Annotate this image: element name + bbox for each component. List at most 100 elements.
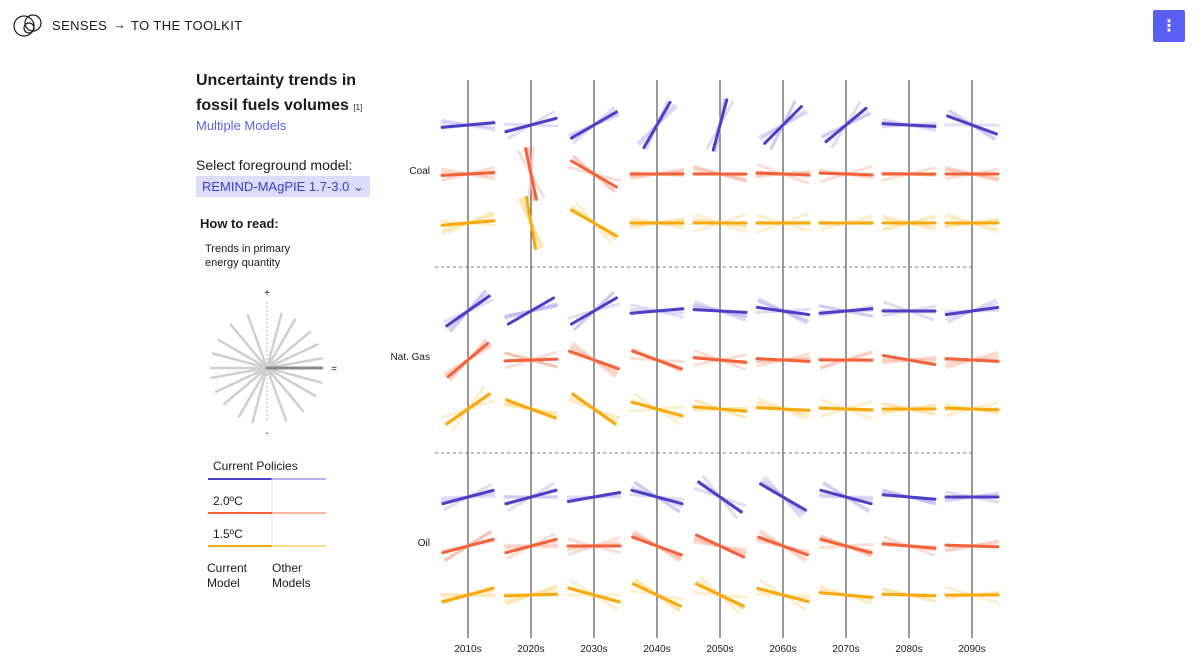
column-label: 2020s (517, 644, 545, 655)
column-label: 2050s (706, 644, 734, 655)
current-model-trend-line[interactable] (631, 535, 683, 557)
current-model-trend-line[interactable] (569, 159, 619, 189)
column-label: 2080s (895, 644, 923, 655)
current-model-trend-line[interactable] (566, 490, 622, 504)
toolkit-link[interactable]: TO THE TOOLKIT (131, 18, 243, 33)
current-model-trend-line[interactable] (881, 493, 937, 501)
current-model-trend-line[interactable] (944, 357, 1000, 363)
current-model-trend-line[interactable] (818, 307, 874, 315)
current-model-trend-line[interactable] (819, 537, 873, 555)
how-to-read-diagram: + - = (208, 288, 337, 547)
kebab-menu-button[interactable]: ⋮ (1153, 10, 1185, 42)
legend-one-five-deg-label: 1.5ºC (213, 527, 243, 541)
current-model-trend-line[interactable] (697, 480, 743, 514)
arrow-right-icon: → (113, 17, 126, 32)
current-model-trend-line[interactable] (755, 357, 811, 363)
current-model-trend-line[interactable] (567, 586, 621, 604)
current-model-trend-line[interactable] (755, 171, 811, 177)
current-model-trend-line[interactable] (446, 341, 490, 379)
current-model-trend-line[interactable] (755, 305, 811, 317)
current-model-trend-line[interactable] (881, 592, 937, 598)
current-model-trend-line[interactable] (569, 296, 619, 326)
current-model-trend-line[interactable] (944, 543, 1000, 549)
current-model-trend-line[interactable] (818, 591, 874, 599)
current-model-trend-line[interactable] (711, 98, 729, 152)
current-model-trend-line[interactable] (631, 349, 683, 371)
current-model-trend-line[interactable] (944, 406, 1000, 412)
current-model-trend-line[interactable] (757, 535, 809, 557)
trend-explanation-label: Trends in primary energy quantity (205, 243, 291, 269)
current-model-trend-line[interactable] (944, 305, 1000, 317)
current-model-trend-line[interactable] (692, 405, 748, 413)
current-model-trend-line[interactable] (440, 171, 496, 177)
equal-sign: = (331, 364, 337, 375)
legend-current-model-label: Current Model (207, 561, 248, 590)
row-label: Oil (417, 538, 430, 549)
plus-sign: + (264, 288, 270, 299)
brand-link[interactable]: SENSES (52, 18, 108, 33)
current-model-trend-line[interactable] (440, 121, 496, 129)
current-model-trend-line[interactable] (946, 114, 998, 136)
current-model-trend-line[interactable] (819, 488, 873, 506)
current-model-trend-line[interactable] (881, 353, 937, 367)
current-model-trend-line[interactable] (629, 307, 685, 315)
footnote-link[interactable]: [1] (353, 103, 363, 112)
current-model-trend-line[interactable] (631, 582, 683, 608)
current-model-trend-line[interactable] (504, 537, 558, 555)
current-model-trend-line[interactable] (642, 100, 672, 150)
top-bar: SENSES → TO THE TOOLKIT ⋮ (0, 0, 1200, 50)
legend-current-policies-label: Current Policies (213, 459, 298, 473)
minus-sign: - (265, 428, 268, 439)
page-title-text: Uncertainty trends in fossil fuels volum… (196, 72, 357, 114)
how-to-read-heading: How to read: (200, 216, 279, 231)
current-model-trend-line[interactable] (824, 106, 868, 144)
current-model-trend-line[interactable] (524, 147, 538, 201)
row-label: Nat. Gas (390, 352, 430, 363)
current-model-trend-line[interactable] (818, 171, 874, 177)
current-model-trend-line[interactable] (441, 586, 495, 604)
current-model-trend-line[interactable] (758, 482, 808, 512)
legend-other-models-label: Other Models (272, 561, 311, 590)
current-model-trend-line[interactable] (569, 208, 619, 238)
current-model-trend-line[interactable] (692, 308, 748, 314)
current-model-trend-line[interactable] (569, 110, 619, 140)
current-model-trend-line[interactable] (445, 392, 491, 426)
current-model-trend-line[interactable] (818, 406, 874, 412)
column-label: 2090s (958, 644, 986, 655)
current-model-trend-line[interactable] (694, 533, 746, 559)
current-model-trend-line[interactable] (630, 488, 684, 506)
current-model-trend-line[interactable] (506, 296, 556, 326)
current-model-trend-line[interactable] (755, 406, 811, 412)
current-model-trend-line[interactable] (524, 195, 538, 251)
current-model-trend-line[interactable] (881, 542, 937, 550)
current-model-trend-line[interactable] (503, 357, 559, 363)
model-select-dropdown[interactable]: REMIND-MAgPIE 1.7-3.0 ⌄ (196, 176, 370, 197)
current-model-trend-line[interactable] (763, 105, 803, 145)
current-model-trend-line[interactable] (441, 537, 495, 555)
current-model-trend-line[interactable] (692, 356, 748, 364)
current-model-trend-line[interactable] (504, 116, 558, 134)
column-label: 2070s (832, 644, 860, 655)
legend-two-deg-label: 2.0ºC (213, 494, 243, 508)
row-label: Coal (409, 166, 430, 177)
current-model-trend-line[interactable] (756, 586, 810, 604)
multiple-models-link[interactable]: Multiple Models (196, 118, 287, 133)
fan-lines (209, 312, 325, 424)
column-label: 2060s (769, 644, 797, 655)
page-title: Uncertainty trends in fossil fuels volum… (196, 68, 396, 118)
current-model-trend-line[interactable] (630, 400, 684, 418)
current-model-trend-line[interactable] (694, 582, 746, 608)
current-model-trend-line[interactable] (571, 392, 617, 426)
current-model-trend-line[interactable] (505, 398, 557, 420)
senses-logo-icon[interactable] (12, 12, 46, 38)
current-model-trend-line[interactable] (881, 122, 937, 128)
column-label: 2030s (580, 644, 608, 655)
kebab-menu-icon: ⋮ (1161, 18, 1177, 35)
current-model-trend-line[interactable] (568, 349, 620, 371)
current-model-trend-line[interactable] (503, 592, 559, 598)
current-model-trend-line[interactable] (445, 294, 491, 328)
current-model-trend-line[interactable] (504, 488, 558, 506)
select-model-label: Select foreground model: (196, 157, 353, 173)
current-model-trend-line[interactable] (440, 219, 496, 227)
current-model-trend-line[interactable] (441, 488, 495, 506)
